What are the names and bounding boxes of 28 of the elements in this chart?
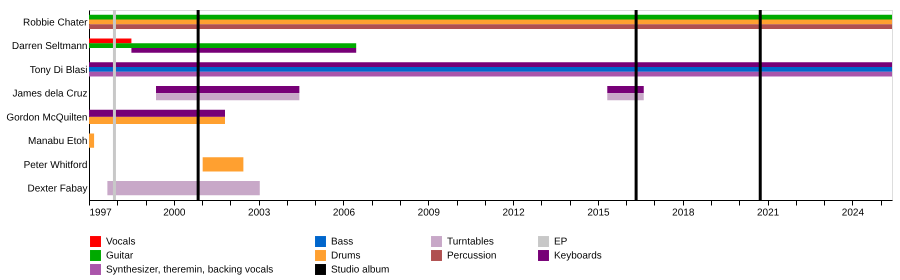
legend-label: EP (554, 236, 568, 248)
y-tick-label: James dela Cruz (12, 88, 88, 100)
x-tick-label: 2024 (842, 208, 864, 218)
x-tick-label: 2012 (502, 208, 526, 218)
legend-label: Bass (331, 236, 354, 248)
legend-label: Guitar (106, 250, 134, 262)
y-tick-label: Darren Seltmann (12, 41, 88, 52)
y-tick-label: Manabu Etoh (28, 136, 88, 148)
x-tick-label: 2018 (672, 208, 695, 218)
legend-label: Studio album (331, 264, 390, 276)
legend-label: Keyboards (554, 250, 602, 262)
legend-label: Drums (331, 250, 360, 262)
legend-label: Synthesizer, theremin, backing vocals (106, 264, 274, 276)
y-tick-label: Gordon McQuilten (6, 112, 88, 124)
legend-label: Percussion (447, 250, 496, 262)
x-tick-label: 2000 (163, 208, 186, 218)
y-tick-label: Peter Whitford (24, 160, 88, 171)
y-tick-label: Robbie Chater (23, 17, 88, 28)
x-tick-label: 2015 (587, 208, 610, 218)
x-tick-label: 2006 (332, 208, 356, 218)
y-tick-label: Dexter Fabay (27, 184, 88, 195)
legend-label: Turntables (447, 236, 494, 248)
x-tick-label: 2021 (756, 208, 780, 218)
x-tick-label: 2003 (248, 208, 271, 218)
x-tick-label: 2009 (418, 208, 440, 218)
y-tick-label: Tony Di Blasi (30, 64, 88, 76)
legend-label: Vocals (106, 236, 136, 248)
x-tick-label: 1997 (90, 208, 112, 218)
